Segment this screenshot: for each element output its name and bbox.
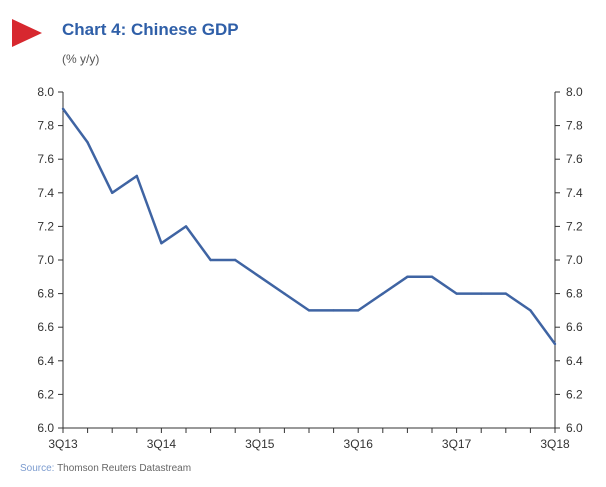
y-tick-label-right: 6.8	[566, 287, 583, 301]
y-tick-label-left: 6.6	[37, 320, 54, 334]
gdp-series-line	[61, 108, 557, 345]
data-point	[480, 292, 483, 295]
data-point	[406, 275, 409, 278]
red-arrow-marker	[12, 19, 42, 47]
y-tick-label-right: 8.0	[566, 85, 583, 99]
y-tick-label-left: 6.2	[37, 387, 54, 401]
chart-unit-label: (% y/y)	[62, 52, 100, 66]
y-tick-label-left: 6.8	[37, 287, 54, 301]
y-tick-label-left: 6.4	[37, 354, 54, 368]
data-point	[61, 107, 65, 111]
data-point	[553, 342, 557, 346]
x-tick-label: 3Q16	[344, 437, 374, 451]
data-point	[135, 174, 138, 178]
data-point	[357, 309, 360, 312]
y-tick-label-right: 6.2	[566, 387, 583, 401]
y-tick-label-left: 6.0	[37, 421, 54, 435]
data-point	[332, 309, 335, 312]
source-label: Source:	[20, 463, 55, 474]
x-tick-label: 3Q15	[245, 437, 275, 451]
y-ticks-right: 6.0 6.2 6.4 6.6 6.8 7.0 7.2 7.4 7.6 7.8 8.0	[555, 85, 583, 435]
chart-title: Chart 4: Chinese GDP	[62, 20, 239, 39]
y-tick-label-left: 7.8	[37, 119, 54, 133]
y-tick-label-right: 7.2	[566, 219, 583, 233]
data-point	[258, 275, 261, 278]
x-tick-label: 3Q14	[147, 437, 177, 451]
data-point	[209, 258, 212, 262]
data-point	[160, 242, 163, 245]
data-point	[381, 292, 384, 295]
axes-group	[62, 92, 556, 429]
data-point	[283, 292, 286, 295]
source-text: Thomson Reuters Datastream	[57, 463, 192, 474]
y-tick-label-right: 7.8	[566, 119, 583, 133]
x-tick-label: 3Q13	[48, 437, 78, 451]
source-note: Source: Thomson Reuters Datastream	[20, 463, 191, 474]
data-point	[430, 275, 434, 278]
data-point	[184, 225, 188, 228]
y-tick-label-left: 7.0	[37, 253, 54, 267]
y-ticks-left: 6.0 6.2 6.4 6.6 6.8 7.0 7.2 7.4 7.6 7.8 8.0	[37, 85, 63, 435]
data-point	[529, 309, 532, 312]
x-tick-label: 3Q18	[540, 437, 570, 451]
y-tick-label-right: 7.0	[566, 253, 583, 267]
y-tick-label-right: 7.6	[566, 152, 583, 166]
data-point	[111, 191, 114, 194]
x-tick-label: 3Q17	[442, 437, 472, 451]
y-tick-label-left: 8.0	[37, 85, 54, 99]
series-group	[61, 107, 557, 346]
y-tick-label-left: 7.6	[37, 152, 54, 166]
y-tick-label-left: 7.2	[37, 219, 54, 233]
y-tick-label-right: 6.4	[566, 354, 583, 368]
y-tick-label-right: 6.6	[566, 320, 583, 334]
y-tick-label-left: 7.4	[37, 186, 54, 200]
data-point	[307, 309, 311, 312]
x-ticks: 3Q13 3Q14 3Q15 3Q16 3Q17 3Q18	[48, 428, 570, 451]
data-point	[504, 292, 507, 295]
data-point	[455, 292, 458, 295]
y-tick-label-right: 6.0	[566, 421, 583, 435]
data-point	[234, 258, 237, 262]
y-tick-label-right: 7.4	[566, 186, 583, 200]
data-point	[86, 141, 89, 144]
